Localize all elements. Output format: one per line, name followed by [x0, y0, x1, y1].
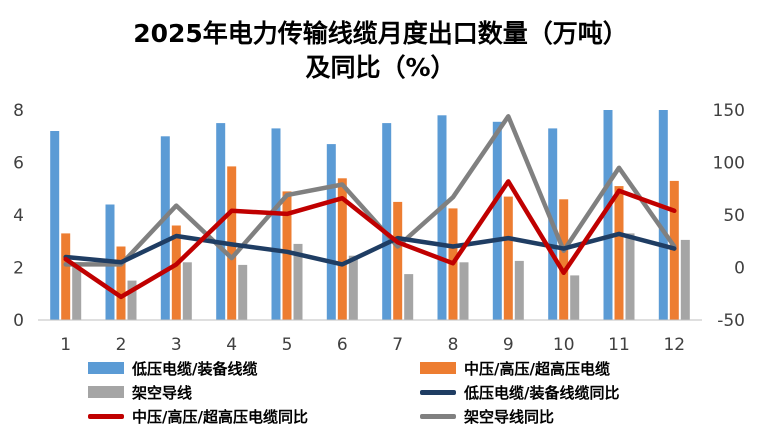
legend-item: 中压/高压/超高压电缆 — [420, 357, 610, 379]
bar-3-9 — [514, 260, 524, 320]
legend-swatch — [88, 386, 124, 398]
bar-1-6 — [326, 144, 336, 320]
bar-3-3 — [182, 262, 192, 321]
bar-2-2 — [116, 246, 126, 320]
bar-3-2 — [127, 280, 137, 320]
bar-2-10 — [559, 199, 569, 321]
bar-2-3 — [171, 225, 181, 320]
bar-1-7 — [382, 123, 392, 320]
legend-swatch — [420, 389, 456, 395]
bar-1-3 — [160, 136, 170, 321]
legend-item: 架空导线 — [88, 381, 192, 403]
legend-item: 架空导线同比 — [420, 405, 554, 427]
x-tick-label: 7 — [392, 335, 403, 355]
legend-label: 低压电缆/装备线缆同比 — [464, 383, 620, 402]
y-right-tick-label: 50 — [723, 206, 745, 226]
bar-2-7 — [393, 201, 403, 320]
y-right-tick-label: -50 — [717, 311, 745, 331]
legend-item: 低压电缆/装备线缆同比 — [420, 381, 619, 403]
legend-item: 中压/高压/超高压电缆同比 — [88, 405, 308, 427]
x-tick-label: 6 — [337, 335, 348, 355]
y-left-tick-label: 8 — [13, 101, 24, 121]
x-tick-label: 8 — [448, 335, 459, 355]
bar-2-9 — [503, 196, 513, 320]
y-left-tick-label: 6 — [13, 154, 24, 174]
y-left-tick-label: 2 — [13, 259, 24, 279]
bar-1-12 — [658, 110, 668, 320]
bar-2-11 — [614, 186, 624, 320]
x-tick-label: 1 — [60, 335, 71, 355]
legend-label: 架空导线 — [132, 383, 193, 402]
x-tick-label: 5 — [282, 335, 293, 355]
bar-1-1 — [50, 131, 60, 320]
bar-3-7 — [404, 274, 414, 320]
bar-1-5 — [271, 128, 281, 320]
bar-3-6 — [348, 255, 358, 320]
chart-subtitle: 及同比（%） — [305, 53, 456, 82]
y-left-tick-label: 4 — [13, 206, 24, 226]
chart-title: 2025年电力传输线缆月度出口数量（万吨） — [133, 19, 628, 48]
bar-1-9 — [492, 121, 502, 320]
legend-item: 低压电缆/装备线缆 — [88, 357, 257, 379]
bar-3-1 — [72, 262, 82, 321]
x-tick-label: 9 — [503, 335, 514, 355]
legend-swatch — [420, 362, 456, 374]
x-tick-label: 11 — [608, 335, 630, 355]
y-right-tick-label: 0 — [734, 259, 745, 279]
x-tick-label: 2 — [116, 335, 127, 355]
bar-2-6 — [337, 178, 347, 321]
bar-2-1 — [61, 233, 71, 320]
x-tick-label: 4 — [226, 335, 237, 355]
bar-1-8 — [437, 115, 447, 321]
bar-3-11 — [625, 233, 635, 320]
y-left-tick-label: 0 — [13, 311, 24, 331]
bar-3-5 — [293, 243, 303, 320]
bar-1-11 — [603, 110, 613, 320]
x-tick-label: 12 — [663, 335, 685, 355]
legend-swatch — [420, 413, 456, 419]
x-tick-label: 3 — [171, 335, 182, 355]
y-right-tick-label: 100 — [713, 154, 745, 174]
legend-label: 低压电缆/装备线缆 — [132, 359, 258, 378]
bar-3-4 — [238, 264, 248, 320]
legend-swatch — [88, 362, 124, 374]
line-series-2 — [63, 179, 677, 300]
bar-3-12 — [680, 239, 690, 320]
line-series-3 — [63, 114, 677, 267]
legend-label: 中压/高压/超高压电缆同比 — [132, 407, 308, 426]
y-right-tick-label: 150 — [713, 101, 745, 121]
legend-label: 架空导线同比 — [464, 407, 555, 426]
legend-label: 中压/高压/超高压电缆 — [464, 359, 610, 378]
legend-swatch — [88, 413, 124, 419]
bar-3-10 — [570, 275, 580, 320]
bar-2-5 — [282, 191, 292, 320]
line-series-1 — [63, 231, 677, 267]
x-tick-label: 10 — [553, 335, 575, 355]
bar-3-8 — [459, 262, 469, 321]
